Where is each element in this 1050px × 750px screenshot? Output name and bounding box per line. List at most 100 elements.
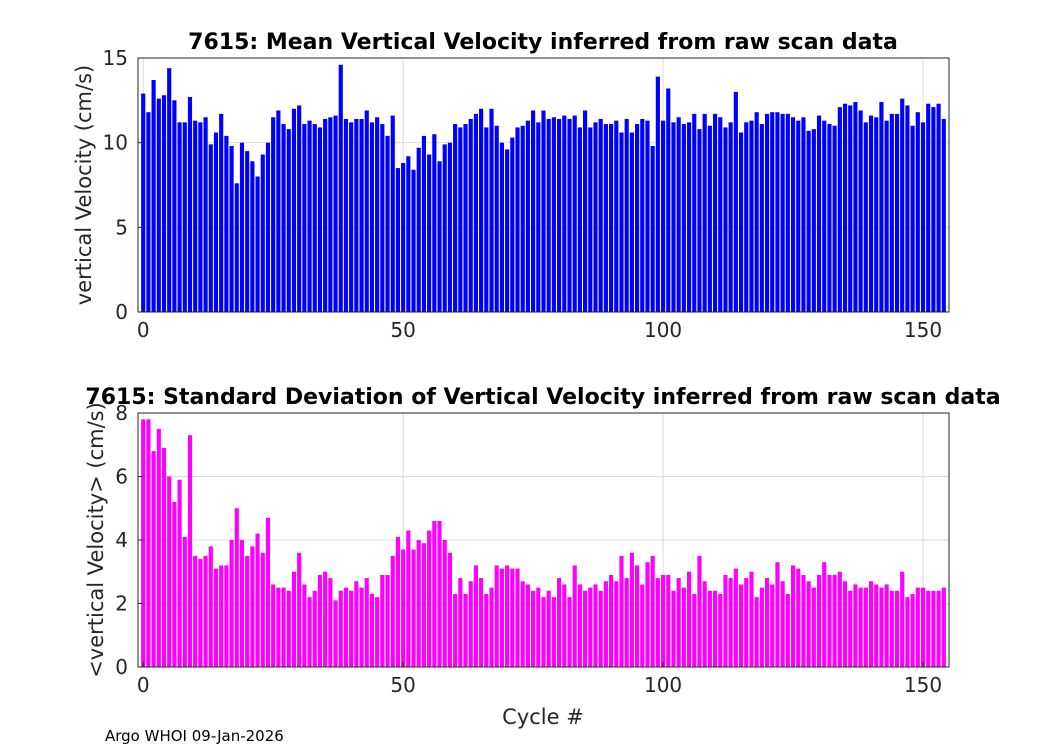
std-velocity-chart: 0 50 100 150 0 2 4 6 8 7615: Standard Deviation… — [84, 385, 1001, 729]
bar — [806, 130, 811, 312]
bar — [224, 565, 229, 667]
y-tick-label: 15 — [103, 46, 128, 70]
bar — [458, 578, 463, 667]
y-tick-labels: 0 5 10 15 — [103, 46, 143, 324]
bar — [302, 584, 307, 667]
bar — [187, 435, 193, 667]
bar — [359, 587, 364, 668]
bar-series — [141, 64, 946, 313]
bar — [411, 169, 416, 312]
bar — [421, 135, 427, 312]
bar — [260, 552, 265, 667]
bar — [349, 590, 354, 667]
bar — [738, 584, 744, 667]
bar — [562, 584, 567, 667]
bar — [837, 107, 842, 312]
bar — [219, 113, 224, 312]
bar — [557, 578, 562, 667]
bar — [733, 91, 738, 313]
bar — [312, 124, 317, 312]
bar — [447, 142, 452, 312]
bar — [489, 587, 494, 668]
bar — [889, 113, 894, 312]
bar — [380, 124, 385, 312]
bar — [837, 571, 842, 667]
bar — [640, 118, 645, 313]
bar — [614, 120, 619, 313]
bar — [317, 127, 323, 313]
bar — [411, 549, 416, 667]
bar — [551, 597, 556, 667]
bar — [245, 151, 250, 312]
bar — [349, 122, 354, 312]
bar — [863, 122, 868, 312]
bar — [182, 122, 187, 312]
bar — [333, 600, 338, 667]
bar — [666, 88, 671, 312]
bar — [686, 122, 692, 312]
bar — [624, 578, 629, 667]
bar — [510, 568, 515, 667]
y-tick-label: 0 — [115, 300, 128, 324]
bar — [307, 120, 312, 313]
bar — [297, 105, 302, 312]
bar — [619, 555, 624, 668]
bar — [915, 587, 920, 668]
bar — [744, 578, 749, 667]
bar — [811, 129, 816, 312]
bar — [541, 110, 546, 313]
bar — [848, 105, 853, 312]
mean-velocity-chart: 0 50 100 150 0 5 10 15 7615: Mean Vertical Vel… — [72, 30, 950, 342]
bar — [551, 117, 556, 313]
bar — [733, 568, 738, 667]
bar — [286, 129, 291, 312]
bar — [442, 144, 447, 312]
bar — [603, 124, 608, 312]
bar — [915, 112, 920, 312]
bar — [660, 120, 666, 313]
bar — [557, 118, 562, 313]
bar — [427, 154, 432, 312]
bar — [858, 110, 863, 313]
bar — [593, 584, 598, 667]
bar — [505, 149, 510, 312]
bar — [380, 574, 385, 667]
bar — [208, 546, 213, 667]
bar — [515, 127, 520, 313]
bar — [343, 118, 349, 313]
bar — [323, 118, 328, 313]
bar — [416, 540, 421, 667]
bar — [780, 581, 785, 667]
bar — [926, 103, 931, 312]
bar — [894, 590, 900, 667]
bar — [650, 146, 655, 312]
bar — [177, 479, 182, 667]
bar — [338, 64, 343, 313]
bar — [489, 108, 494, 312]
bar — [645, 120, 650, 313]
bar — [276, 587, 281, 668]
x-tick-label: 50 — [390, 673, 415, 697]
bar — [702, 581, 707, 667]
bar — [796, 568, 801, 667]
bar — [271, 117, 276, 313]
bar — [515, 568, 520, 667]
bar — [156, 98, 161, 312]
bar — [302, 124, 307, 312]
bar — [686, 571, 692, 667]
bar — [198, 122, 203, 312]
bar — [707, 125, 712, 312]
bar — [889, 590, 894, 667]
bar — [879, 587, 884, 668]
bar — [291, 571, 297, 667]
bar — [603, 581, 608, 667]
bar — [172, 501, 177, 667]
bar — [827, 124, 832, 312]
x-tick-label: 150 — [904, 318, 942, 342]
bar — [375, 117, 380, 313]
bar — [655, 76, 660, 312]
bar — [874, 117, 879, 313]
bar — [754, 112, 759, 312]
bar — [416, 147, 421, 312]
